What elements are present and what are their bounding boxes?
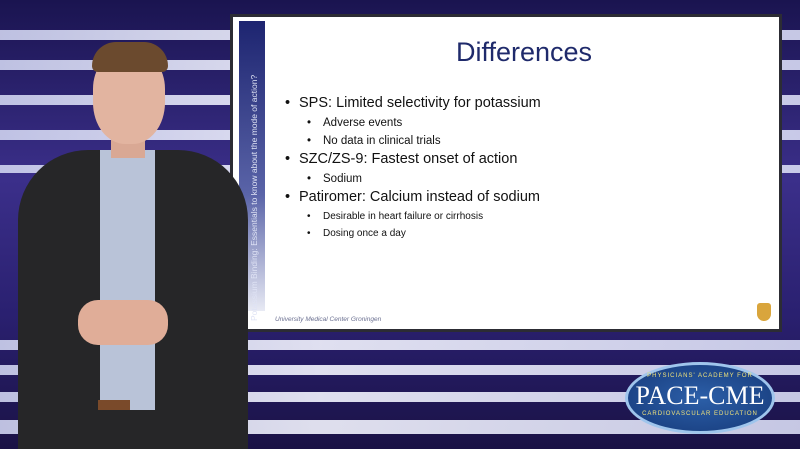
bullet: SPS: Limited selectivity for potassium <box>285 95 541 111</box>
side-title: Potassium Binding: Essentials to know ab… <box>249 74 259 321</box>
sub-bullet: Adverse events <box>285 117 541 129</box>
sub-bullet: Desirable in heart failure or cirrhosis <box>285 211 541 222</box>
pace-cme-logo: PHYSICIANS' ACADEMY FOR PACE-CME CARDIOV… <box>625 362 775 434</box>
logo-name: PACE-CME <box>635 381 765 410</box>
presentation-slide: Potassium Binding: Essentials to know ab… <box>230 14 782 332</box>
sub-bullet: Sodium <box>285 173 541 185</box>
logo-bottom-text: CARDIOVASCULAR EDUCATION <box>642 411 758 417</box>
slide-title: Differences <box>455 37 593 67</box>
logo-top-text: PHYSICIANS' ACADEMY FOR <box>647 373 753 379</box>
crest-icon <box>757 303 771 321</box>
sub-bullet: No data in clinical trials <box>285 135 541 147</box>
bullet: Patiromer: Calcium instead of sodium <box>285 189 541 205</box>
bullet-list: SPS: Limited selectivity for potassium A… <box>285 91 541 239</box>
sub-bullet: Dosing once a day <box>285 228 541 239</box>
slide-footer: University Medical Center Groningen <box>275 316 382 323</box>
bullet: SZC/ZS-9: Fastest onset of action <box>285 151 541 167</box>
